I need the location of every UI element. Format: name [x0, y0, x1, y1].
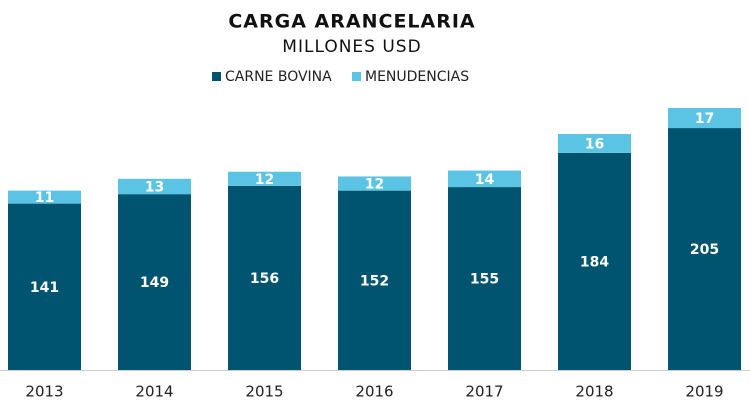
x-tick-label: 2013: [25, 383, 63, 401]
bar-segment: [228, 185, 301, 370]
chart-title: CARGA ARANCELARIA: [228, 11, 475, 33]
bar-segment: [558, 133, 631, 153]
bar-segment: [338, 190, 411, 370]
chart-subtitle: MILLONES USD: [282, 37, 421, 57]
bar-segment: [338, 176, 411, 191]
value-label: 11: [35, 190, 54, 206]
legend-label: CARNE BOVINA: [225, 69, 332, 85]
x-tick-label: 2017: [465, 383, 503, 401]
bar-segment: [228, 171, 301, 186]
value-label: 14: [475, 172, 495, 188]
value-label: 152: [360, 273, 389, 289]
bar-segment: [118, 194, 191, 370]
x-tick-label: 2014: [135, 383, 173, 401]
value-label: 155: [470, 272, 499, 288]
value-label: 16: [585, 136, 604, 152]
legend-swatch: [212, 72, 221, 81]
value-label: 17: [695, 111, 714, 127]
bar-segment: [668, 108, 741, 129]
x-tick-label: 2018: [575, 383, 613, 401]
value-label: 12: [365, 177, 384, 193]
value-label: 141: [30, 280, 59, 296]
value-label: 13: [145, 179, 164, 195]
bar-segment: [668, 128, 741, 370]
value-label: 156: [250, 271, 279, 287]
bar-segment: [448, 187, 521, 370]
bar-segment: [448, 170, 521, 188]
legend-swatch: [352, 72, 361, 81]
value-label: 149: [140, 275, 169, 291]
bar-segment: [8, 190, 81, 204]
bar-segment: [8, 203, 81, 370]
value-label: 184: [580, 254, 609, 270]
bar-segment: [118, 178, 191, 195]
x-tick-label: 2015: [245, 383, 283, 401]
bar-segment: [558, 152, 631, 370]
legend-label: MENUDENCIAS: [365, 69, 469, 85]
value-label: 205: [690, 242, 719, 258]
x-tick-label: 2016: [355, 383, 393, 401]
x-tick-label: 2019: [685, 383, 723, 401]
value-label: 12: [255, 172, 274, 188]
